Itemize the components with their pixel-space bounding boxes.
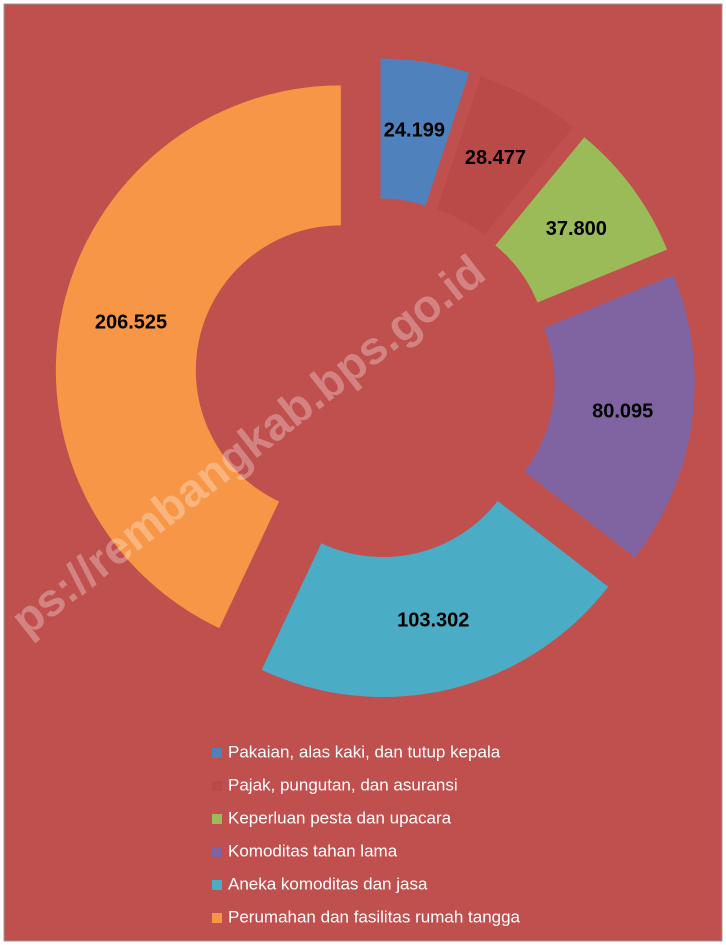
legend-swatch (212, 814, 222, 824)
slice (261, 500, 609, 698)
legend-swatch (212, 880, 222, 890)
data-label: 206.525 (95, 312, 167, 334)
legend-label: Komoditas tahan lama (228, 841, 398, 860)
data-label: 37.800 (546, 218, 607, 240)
data-label: 103.302 (397, 609, 469, 631)
legend-label: Perumahan dan fasilitas rumah tangga (228, 907, 521, 926)
legend-label: Pajak, pungutan, dan asuransi (228, 775, 458, 794)
data-label: 80.095 (592, 400, 653, 422)
legend-label: Aneka komoditas dan jasa (228, 874, 428, 893)
legend-label: Pakaian, alas kaki, dan tutup kepala (228, 742, 501, 761)
legend-swatch (212, 781, 222, 791)
legend-swatch (212, 748, 222, 758)
data-label: 24.199 (384, 119, 445, 141)
slice (436, 76, 574, 236)
legend-swatch (212, 847, 222, 857)
legend-label: Keperluan pesta dan upacara (228, 808, 452, 827)
slice (380, 58, 470, 206)
legend-swatch (212, 913, 222, 923)
data-label: 28.477 (465, 147, 526, 169)
slice (524, 275, 695, 558)
slice (495, 137, 668, 303)
slice (55, 85, 341, 629)
